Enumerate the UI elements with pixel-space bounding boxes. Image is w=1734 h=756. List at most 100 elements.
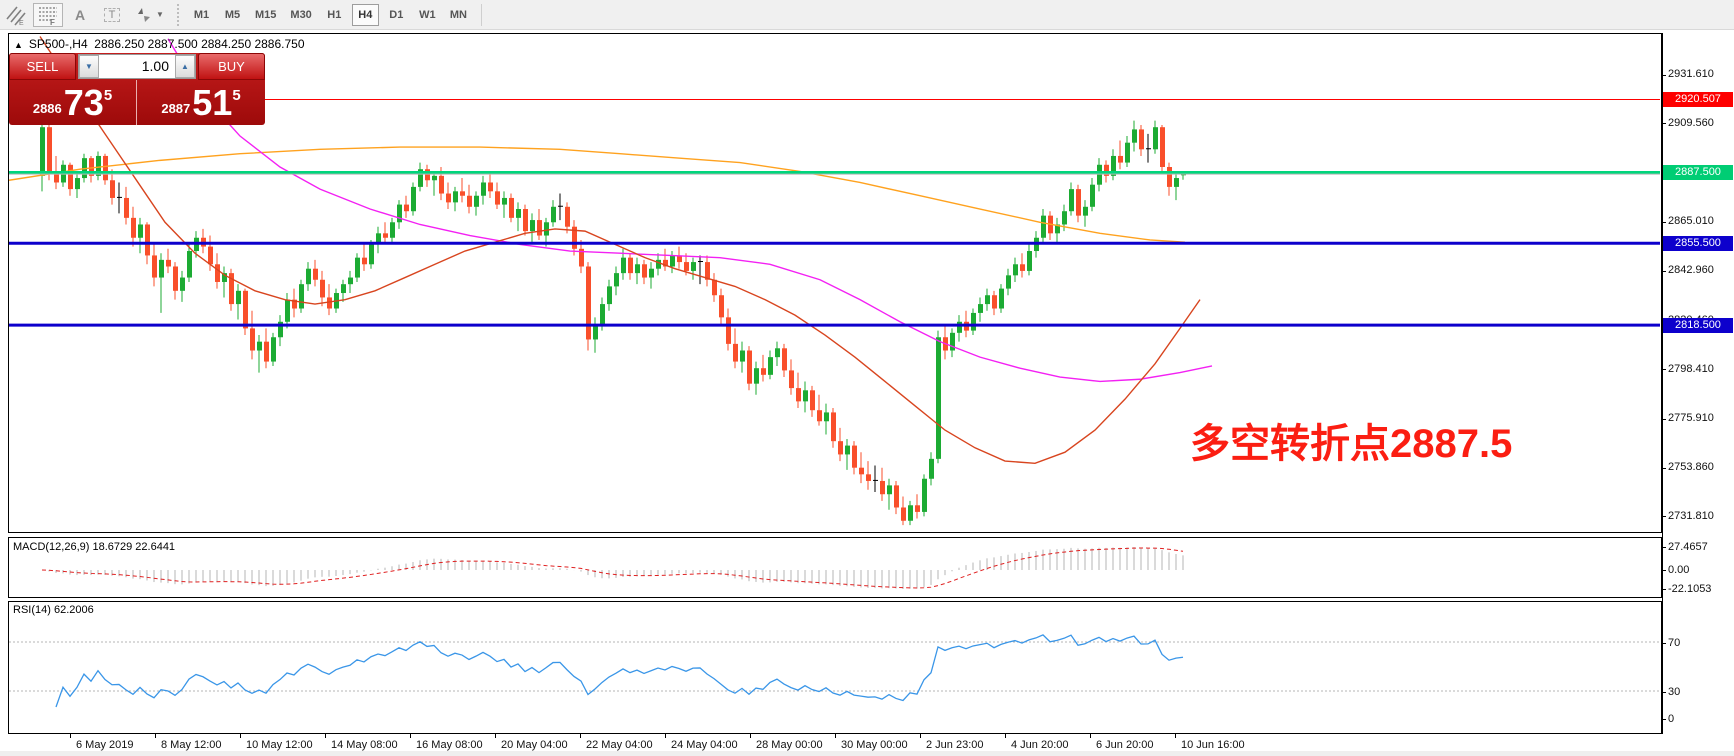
time-axis-label: 20 May 04:00 — [501, 739, 568, 751]
text-label-tool-button[interactable]: T — [97, 3, 127, 27]
sell-button[interactable]: SELL — [9, 53, 76, 80]
one-click-trading-panel: SELL ▼ 1.00 ▲ BUY 2886 73 5 2887 51 5 — [9, 53, 265, 125]
time-axis-tick — [580, 734, 581, 738]
price-axis-tick — [1662, 467, 1666, 469]
price-tag: 2818.500 — [1663, 317, 1733, 333]
price-axis-tick — [1662, 221, 1666, 223]
price-axis-tick — [1662, 369, 1666, 370]
ohlc-values: 2886.250 2887.500 2884.250 2886.750 — [94, 37, 305, 51]
ask-price-display[interactable]: 2887 51 5 — [137, 80, 265, 125]
toolbar-separator — [177, 3, 179, 26]
text-tool-button[interactable]: A — [65, 3, 95, 27]
price-axis-tick — [1662, 123, 1666, 125]
arrows-icon — [134, 5, 154, 25]
macd-chart[interactable] — [9, 538, 1660, 597]
volume-input[interactable]: 1.00 — [141, 58, 169, 74]
volume-decrease-button[interactable]: ▼ — [79, 55, 99, 78]
window-bottom-edge — [0, 751, 1734, 756]
rsi-axis-label: 0 — [1668, 713, 1675, 725]
toolbar-separator — [480, 3, 482, 26]
price-axis-label: 2775.910 — [1668, 412, 1714, 425]
timeframe-button-h1[interactable]: H1 — [327, 8, 342, 21]
macd-axis-label: 27.4657 — [1668, 541, 1708, 553]
timeframe-button-m15[interactable]: M15 — [255, 8, 277, 21]
text-a-icon: A — [74, 6, 86, 23]
timeframe-button-w1[interactable]: W1 — [419, 8, 436, 21]
volume-stepper: ▼ 1.00 ▲ — [78, 54, 196, 79]
price-tag: 2920.507 — [1663, 92, 1733, 108]
price-axis-label: 2798.410 — [1668, 362, 1714, 375]
equidistant-channel-tool-button[interactable]: E — [1, 3, 31, 27]
time-axis-label: 8 May 12:00 — [161, 739, 222, 751]
ma-redorange — [39, 36, 1201, 464]
time-axis-tick — [665, 734, 666, 738]
ask-pipette: 5 — [232, 87, 241, 104]
ask-decimals: 51 — [192, 81, 233, 123]
bid-pipette: 5 — [103, 87, 113, 104]
timeframe-button-mn[interactable]: MN — [449, 8, 467, 21]
candlestick-chart[interactable] — [9, 34, 1660, 532]
chart-collapse-icon[interactable]: ▲ — [14, 40, 23, 50]
price-tag: 2855.500 — [1663, 235, 1733, 251]
macd-axis-label: -22.1053 — [1668, 583, 1712, 595]
time-axis-tick — [410, 734, 411, 738]
ma-magenta — [167, 38, 1213, 383]
rsi-axis-tick — [1662, 692, 1666, 693]
rsi-axis-tick — [1662, 719, 1666, 720]
price-axis-label: 2909.560 — [1668, 116, 1714, 129]
bid-integer: 2886 — [32, 101, 62, 116]
price-axis-label: 2865.010 — [1668, 215, 1714, 228]
price-axis-tick — [1662, 74, 1666, 76]
time-axis-tick — [495, 734, 496, 738]
time-axis-tick — [1090, 734, 1091, 738]
rsi-panel[interactable] — [8, 601, 1662, 734]
time-axis-label: 2 Jun 23:00 — [926, 739, 984, 751]
timeframe-button-m1[interactable]: M1 — [193, 8, 210, 21]
price-axis-tick — [1662, 516, 1666, 518]
arrow-objects-tool-button[interactable]: ▼ — [129, 3, 169, 27]
macd-indicator-label: MACD(12,26,9) 18.6729 22.6441 — [13, 541, 176, 553]
chinese-annotation-text: 多空转折点2887.5 — [1190, 422, 1513, 466]
time-axis-tick — [155, 734, 156, 738]
buy-button[interactable]: BUY — [198, 53, 265, 80]
time-axis-tick — [325, 734, 326, 738]
rsi-chart[interactable] — [9, 602, 1660, 733]
time-axis-tick — [1175, 734, 1176, 738]
time-axis-label: 6 May 2019 — [76, 739, 134, 751]
fibonacci-retracement-tool-button[interactable]: F — [33, 2, 63, 27]
time-axis-tick — [240, 734, 241, 738]
price-axis-tick — [1662, 270, 1666, 272]
time-axis-label: 10 Jun 16:00 — [1181, 739, 1245, 751]
time-axis-label: 10 May 12:00 — [246, 739, 313, 751]
timeframe-button-h4[interactable]: H4 — [351, 3, 379, 26]
time-axis-label: 30 May 00:00 — [841, 739, 908, 751]
time-axis-label: 16 May 08:00 — [416, 739, 483, 751]
price-tag: 2887.500 — [1663, 165, 1733, 181]
volume-increase-button[interactable]: ▲ — [175, 55, 195, 78]
time-axis-tick — [920, 734, 921, 738]
symbol-period-label: SP500-,H4 — [28, 37, 88, 51]
text-label-icon: T — [103, 7, 121, 22]
rsi-axis-label: 30 — [1668, 686, 1681, 698]
timeframe-button-m5[interactable]: M5 — [224, 8, 241, 21]
svg-text:F: F — [50, 18, 55, 26]
time-axis-label: 28 May 00:00 — [756, 739, 823, 751]
rsi-axis-tick — [1662, 643, 1666, 644]
time-axis-label: 24 May 04:00 — [671, 739, 738, 751]
time-axis-label: 22 May 04:00 — [586, 739, 653, 751]
macd-panel[interactable] — [8, 537, 1662, 598]
svg-text:E: E — [19, 20, 24, 26]
channel-lines-icon: E — [5, 4, 27, 26]
chart-title: ▲ SP500-,H4 2886.250 2887.500 2884.250 28… — [14, 37, 305, 51]
price-axis-label: 2753.860 — [1668, 461, 1714, 473]
bid-price-display[interactable]: 2886 73 5 — [9, 80, 137, 125]
time-axis-tick — [835, 734, 836, 738]
rsi-axis-label: 70 — [1668, 637, 1681, 649]
rsi-indicator-label: RSI(14) 62.2006 — [13, 604, 94, 616]
main-chart-panel[interactable] — [8, 33, 1662, 533]
timeframe-button-d1[interactable]: D1 — [389, 8, 404, 21]
timeframe-button-m30[interactable]: M30 — [290, 8, 312, 21]
macd-axis-tick — [1662, 589, 1666, 590]
time-axis-label: 14 May 08:00 — [331, 739, 398, 751]
